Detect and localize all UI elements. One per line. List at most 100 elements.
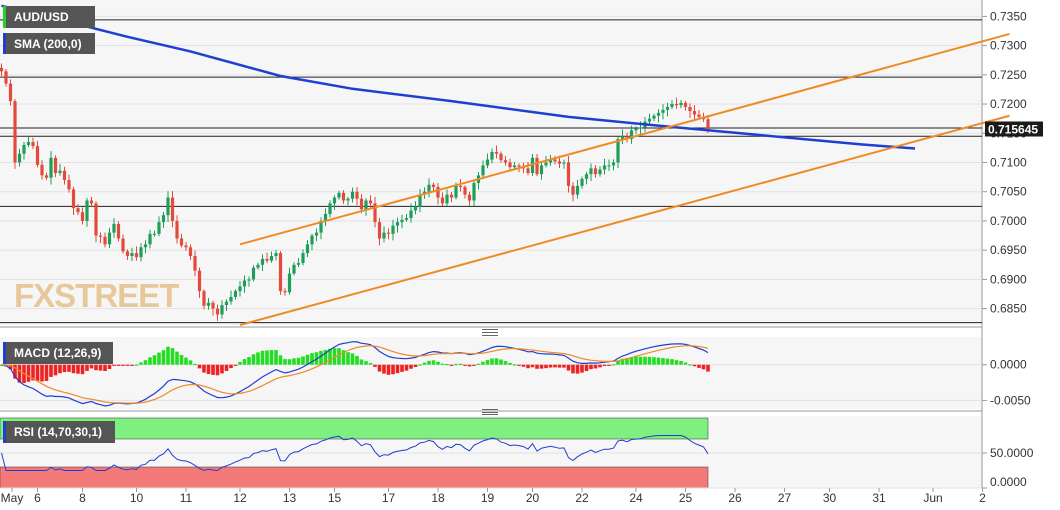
macd-histogram-bar [458, 363, 463, 365]
candle-body [503, 160, 508, 163]
candle [98, 232, 103, 244]
candle-body [85, 200, 89, 221]
macd-tag[interactable]: MACD (12,26,9) [3, 342, 113, 364]
candle-body [224, 301, 229, 306]
candle-body [674, 104, 679, 106]
macd-histogram-bar [49, 364, 53, 377]
candle [121, 234, 125, 254]
macd-histogram-bar [292, 358, 296, 365]
macd-histogram-bar [116, 364, 121, 366]
macd-histogram-bar [323, 349, 328, 365]
macd-histogram-bar [548, 364, 553, 368]
macd-histogram-bar [670, 359, 674, 365]
macd-resize-handle[interactable] [482, 329, 498, 336]
rsi-label: RSI (14,70,30,1) [14, 425, 102, 439]
candle [598, 166, 602, 177]
candle-body [512, 165, 517, 168]
candle-body [463, 187, 467, 195]
candle [436, 182, 440, 205]
rsi-tag[interactable]: RSI (14,70,30,1) [3, 421, 115, 443]
candle [409, 203, 413, 223]
macd-histogram-bar [499, 359, 503, 365]
macd-tick-label: 0.0000 [990, 358, 1027, 372]
candle [404, 213, 409, 222]
candle-body [278, 253, 283, 292]
candle-body [386, 232, 391, 234]
macd-histogram-bar [526, 364, 530, 369]
candle-body [31, 142, 35, 147]
macd-histogram-bar [512, 364, 517, 366]
candle-body [602, 165, 607, 170]
candle [679, 99, 683, 109]
macd-histogram-bar [454, 363, 458, 366]
macd-histogram-bar [229, 364, 233, 369]
macd-histogram-bar [674, 360, 679, 365]
candle-body [238, 286, 242, 292]
macd-histogram-bar [440, 363, 445, 365]
candle-body [634, 128, 638, 131]
macd-histogram-bar [346, 352, 350, 365]
rsi-resize-handle[interactable] [482, 409, 498, 415]
symbol-tag[interactable]: AUD/USD [3, 6, 95, 28]
candle-body [629, 130, 634, 140]
candle [130, 247, 134, 262]
candle [526, 161, 530, 176]
candle [296, 258, 301, 268]
candle-body [670, 104, 674, 107]
candle [179, 233, 184, 248]
macd-histogram-bar [148, 357, 152, 365]
candle [103, 232, 107, 248]
macd-histogram-bar [206, 364, 211, 375]
macd-histogram-bar [337, 348, 341, 365]
candle-body [652, 115, 656, 119]
candle [535, 154, 539, 177]
price-tick-label: 0.7100 [990, 156, 1027, 170]
macd-histogram-bar [130, 364, 134, 366]
rsi-tick-label: 50.0000 [990, 446, 1034, 460]
candle-body [80, 212, 85, 221]
candle [413, 201, 418, 215]
macd-histogram-bar [157, 352, 161, 365]
candle-body [130, 253, 134, 257]
candle [274, 249, 278, 261]
candle [323, 208, 328, 227]
candle-body [467, 194, 472, 201]
price-tick-label: 0.7200 [990, 97, 1027, 111]
candle [337, 190, 341, 200]
candle [418, 188, 422, 213]
candle [175, 215, 179, 244]
macd-histogram-bar [287, 359, 292, 365]
candle [382, 226, 386, 243]
candle-body [508, 162, 512, 168]
candle-body [89, 200, 94, 204]
candle-body [229, 296, 233, 302]
macd-histogram-bar [575, 364, 580, 374]
macd-histogram-bar [665, 358, 670, 365]
candle-body [454, 185, 458, 198]
sma-tag[interactable]: SMA (200,0) [3, 33, 95, 54]
candle [467, 191, 472, 206]
candle-body [566, 162, 571, 186]
candle-body [265, 258, 269, 261]
candle-body [647, 118, 652, 122]
macd-histogram-bar [85, 364, 89, 371]
macd-histogram-bar [251, 354, 256, 365]
candle [593, 165, 598, 178]
candle-body [143, 244, 148, 248]
macd-histogram-bar [134, 364, 139, 366]
macd-histogram-bar [395, 364, 400, 374]
candle [35, 140, 40, 168]
candle [665, 102, 670, 117]
candle [0, 63, 4, 77]
candlesticks [0, 63, 710, 321]
sma-200-line [1, 4, 916, 150]
candle [85, 197, 89, 227]
macd-histogram-bar [436, 361, 440, 365]
macd-histogram-bar [31, 364, 35, 381]
macd-histogram-bar [373, 364, 377, 367]
candle [247, 276, 251, 287]
macd-histogram-bar [211, 364, 215, 375]
candle [458, 179, 463, 192]
candle-body [283, 291, 287, 293]
